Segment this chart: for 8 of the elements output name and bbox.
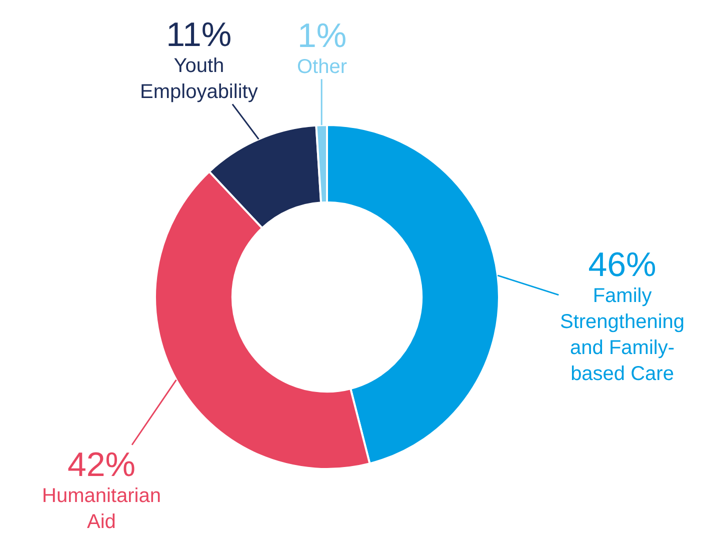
data-label: 42% bbox=[67, 446, 136, 484]
slice-label: Family Strengthening and Family-based Care bbox=[560, 285, 685, 385]
data-label: 1% bbox=[297, 17, 347, 55]
data-label: 46% bbox=[588, 246, 656, 284]
slice-label: Youth Employability bbox=[140, 55, 258, 103]
slice-label: Other bbox=[297, 56, 348, 78]
data-label: 11% bbox=[166, 16, 232, 54]
slice-label: Humanitarian Aid bbox=[42, 485, 161, 533]
